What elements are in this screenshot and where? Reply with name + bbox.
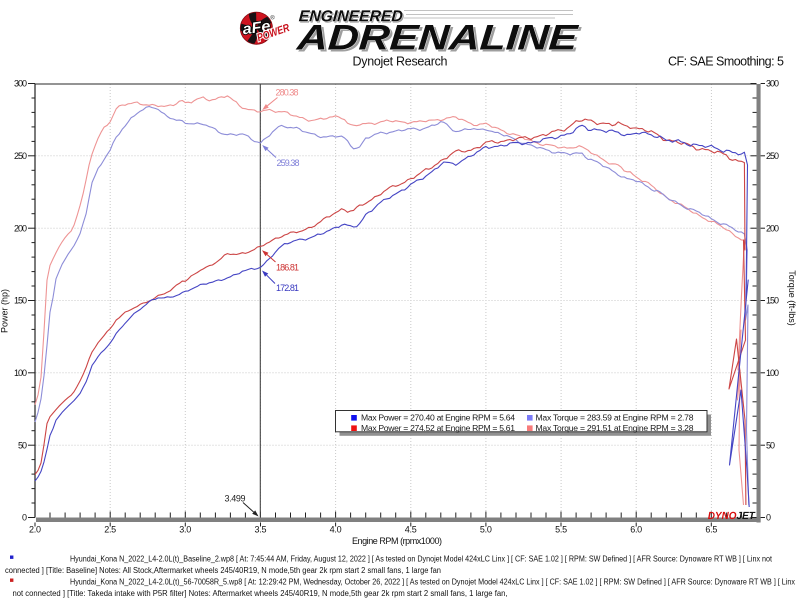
svg-text:250: 250 <box>14 151 27 161</box>
svg-text:2.0: 2.0 <box>29 525 41 535</box>
svg-text:Power (hp): Power (hp) <box>0 289 10 333</box>
svg-text:186.81: 186.81 <box>276 263 299 273</box>
svg-text:CF: SAE Smoothing: 5: CF: SAE Smoothing: 5 <box>668 54 784 68</box>
svg-text:3.0: 3.0 <box>179 525 191 535</box>
svg-text:Max Power = 274.52 at Engine R: Max Power = 274.52 at Engine RPM = 5.61 <box>361 423 515 433</box>
svg-text:4.5: 4.5 <box>405 525 417 535</box>
svg-text:Dynojet Research: Dynojet Research <box>353 54 448 68</box>
svg-text:not connected ] [Title: Takeda: not connected ] [Title: Takeda intake wi… <box>13 589 508 598</box>
svg-text:6.0: 6.0 <box>630 525 642 535</box>
svg-text:250: 250 <box>766 151 779 161</box>
svg-text:200: 200 <box>766 223 779 233</box>
svg-text:Max Torque = 291.51 at Engine: Max Torque = 291.51 at Engine RPM = 3.28 <box>536 423 694 433</box>
svg-text:6.5: 6.5 <box>705 525 717 535</box>
svg-text:100: 100 <box>766 368 779 378</box>
svg-text:0: 0 <box>22 513 27 523</box>
svg-text:5.5: 5.5 <box>555 525 567 535</box>
svg-text:200: 200 <box>14 223 27 233</box>
svg-text:Max Power = 270.40 at Engine R: Max Power = 270.40 at Engine RPM = 5.64 <box>361 413 515 423</box>
svg-text:3.499: 3.499 <box>225 494 246 504</box>
svg-text:3.5: 3.5 <box>255 525 267 535</box>
svg-text:Engine RPM (rpmx1000): Engine RPM (rpmx1000) <box>352 536 442 546</box>
svg-text:0: 0 <box>766 513 771 523</box>
svg-text:connected ] [Title: Baseline]: connected ] [Title: Baseline] Notes: All… <box>5 566 441 575</box>
svg-text:172.81: 172.81 <box>276 283 299 293</box>
svg-text:150: 150 <box>14 296 27 306</box>
svg-text:50: 50 <box>766 440 775 450</box>
svg-text:Max Torque = 283.59 at Engine: Max Torque = 283.59 at Engine RPM = 2.78 <box>536 413 694 423</box>
svg-text:100: 100 <box>14 368 27 378</box>
svg-text:280.38: 280.38 <box>276 88 299 98</box>
svg-text:5.0: 5.0 <box>480 525 492 535</box>
svg-text:Hyundai_Kona N_2022_L4-2.0L(t): Hyundai_Kona N_2022_L4-2.0L(t)_56-70058R… <box>70 578 795 587</box>
svg-text:300: 300 <box>766 79 779 89</box>
svg-text:Torque (ft-lbs): Torque (ft-lbs) <box>787 270 797 326</box>
svg-text:50: 50 <box>18 440 27 450</box>
svg-text:2.5: 2.5 <box>104 525 116 535</box>
svg-text:4.0: 4.0 <box>330 525 342 535</box>
svg-text:150: 150 <box>766 296 779 306</box>
svg-text:Hyundai_Kona N_2022_L4-2.0L(t): Hyundai_Kona N_2022_L4-2.0L(t)_Baseline_… <box>70 555 773 564</box>
svg-text:259.38: 259.38 <box>277 158 300 168</box>
svg-text:300: 300 <box>14 79 27 89</box>
